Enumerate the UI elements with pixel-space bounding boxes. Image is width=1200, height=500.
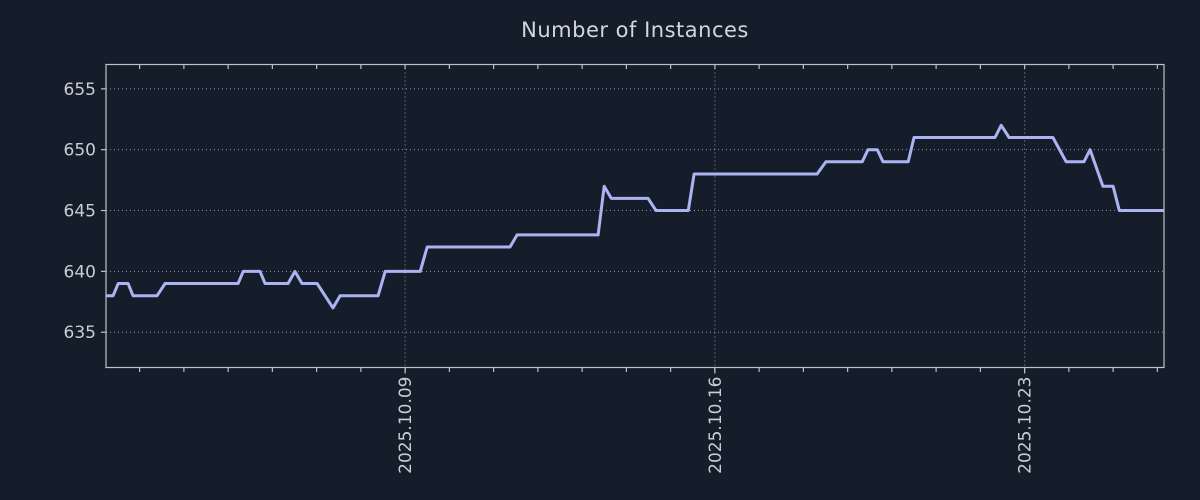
y-tick-label: 635 [64,323,96,343]
y-tick-label: 640 [64,262,96,282]
y-tick-label: 655 [64,80,96,100]
x-tick-label: 2025.10.23 [1016,377,1036,474]
instances-series-line [106,123,1165,310]
x-tick-label: 2025.10.16 [706,377,726,474]
y-tick-label: 645 [64,202,96,222]
plot-border [105,63,1165,369]
y-tick-label: 650 [64,141,96,161]
x-tick-label: 2025.10.09 [396,377,416,474]
chart-title: Number of Instances [521,18,749,42]
